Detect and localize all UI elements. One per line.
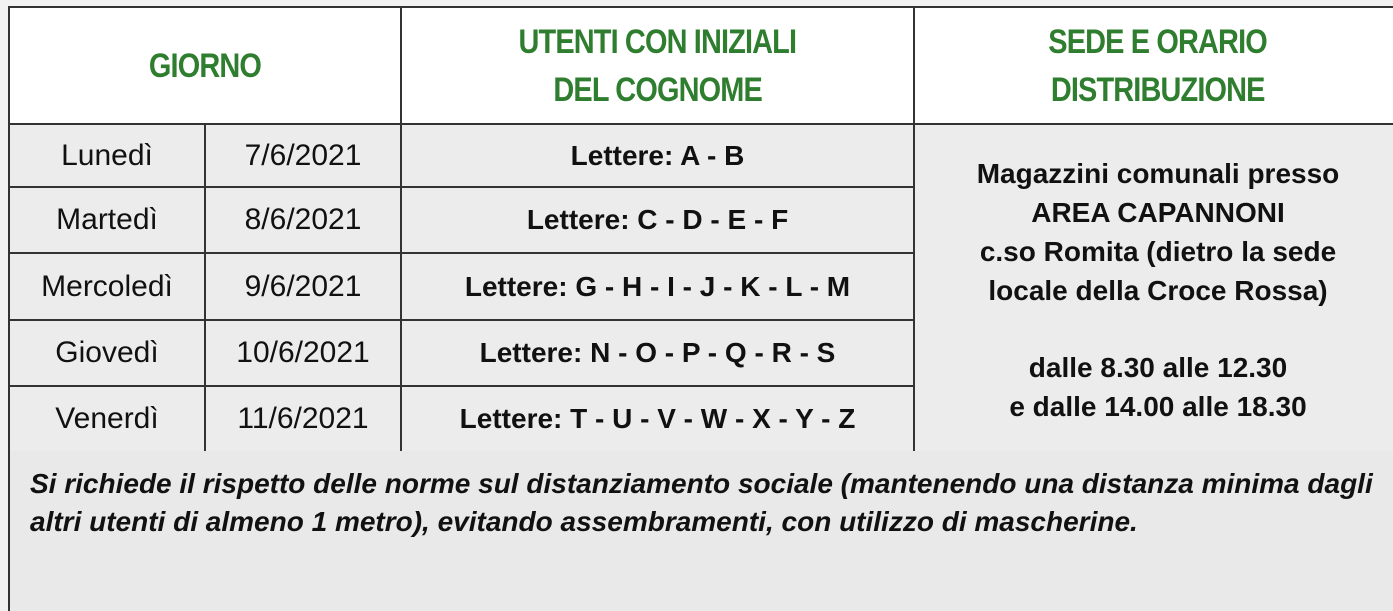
- header-utenti: UTENTI CON INIZIALI DEL COGNOME: [400, 6, 915, 125]
- row-day-cell: Giovedì: [8, 319, 206, 387]
- sede-hours2: e dalle 14.00 alle 18.30: [1009, 391, 1307, 422]
- row-letters-cell: Lettere: T - U - V - W - X - Y - Z: [400, 385, 915, 453]
- sede-line3: c.so Romita (dietro la sede: [979, 236, 1337, 267]
- header-giorno-text: GIORNO: [148, 46, 262, 85]
- row-date-cell: 11/6/2021: [204, 385, 402, 453]
- row-day-cell: Martedì: [8, 186, 206, 254]
- row-day-cell: Venerdì: [8, 385, 206, 453]
- header-utenti-line1: UTENTI CON INIZIALI: [518, 22, 798, 61]
- row-day-cell: Lunedì: [8, 123, 206, 188]
- sede-line1: Magazzini comunali presso: [976, 158, 1340, 189]
- sede-orario-cell: Magazzini comunali presso AREA CAPANNONI…: [913, 123, 1393, 453]
- row-letters-cell: Lettere: N - O - P - Q - R - S: [400, 319, 915, 387]
- row-date-cell: 7/6/2021: [204, 123, 402, 188]
- footer-note: Si richiede il rispetto delle norme sul …: [8, 451, 1393, 611]
- row-letters-cell: Lettere: C - D - E - F: [400, 186, 915, 254]
- row-date-cell: 10/6/2021: [204, 319, 402, 387]
- header-utenti-line2: DEL COGNOME: [553, 70, 762, 109]
- header-sede-line2: DISTRIBUZIONE: [1051, 70, 1266, 109]
- sede-line4: locale della Croce Rossa): [988, 275, 1328, 306]
- header-sede: SEDE E ORARIO DISTRIBUZIONE: [913, 6, 1393, 125]
- sede-line2: AREA CAPANNONI: [1031, 197, 1285, 228]
- header-giorno: GIORNO: [8, 6, 402, 125]
- sede-hours1: dalle 8.30 alle 12.30: [1028, 352, 1288, 383]
- row-letters-cell: Lettere: A - B: [400, 123, 915, 188]
- header-sede-line1: SEDE E ORARIO: [1048, 22, 1268, 61]
- row-letters-cell: Lettere: G - H - I - J - K - L - M: [400, 252, 915, 321]
- row-date-cell: 9/6/2021: [204, 252, 402, 321]
- row-date-cell: 8/6/2021: [204, 186, 402, 254]
- row-day-cell: Mercoledì: [8, 252, 206, 321]
